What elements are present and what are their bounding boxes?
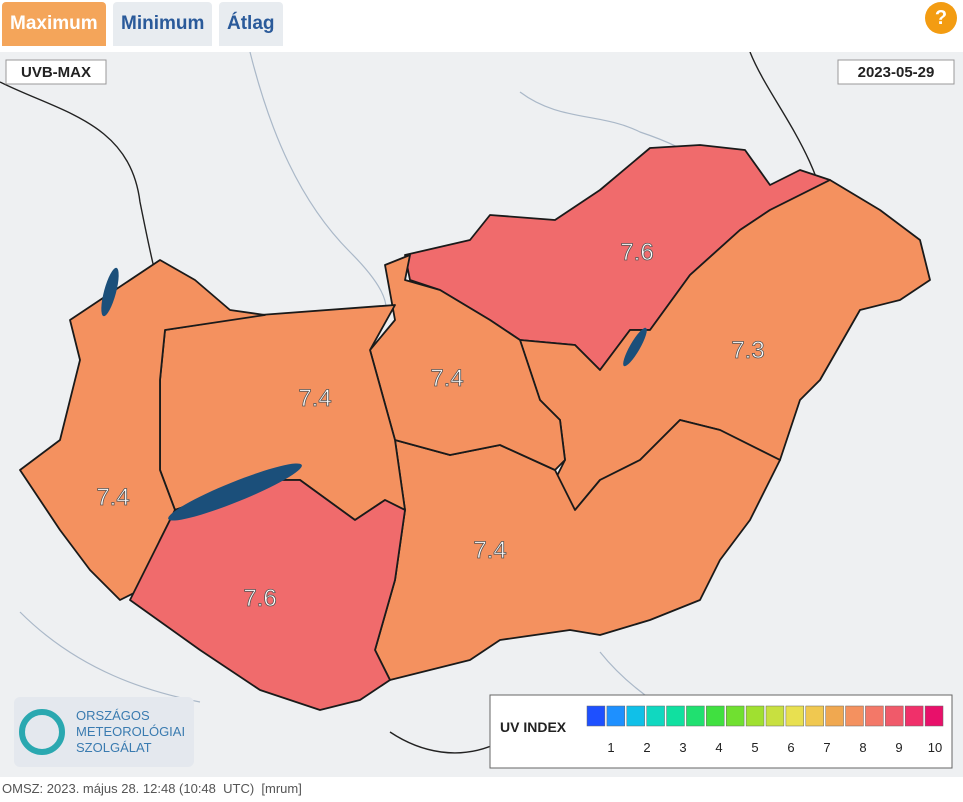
lake <box>168 463 302 521</box>
region-value: 7.4 <box>96 484 129 511</box>
tab[interactable]: Átlag <box>219 2 283 46</box>
legend-swatch <box>706 705 725 727</box>
legend-swatch <box>904 705 924 727</box>
legend-tick: 10 <box>928 740 942 755</box>
tab[interactable]: Minimum <box>113 2 213 46</box>
region-value: 7.6 <box>620 239 653 266</box>
legend-swatch <box>924 705 944 727</box>
tab[interactable]: Maximum <box>2 2 106 46</box>
legend-swatch <box>606 705 626 727</box>
logo-text: ORSZÁGOS <box>76 708 150 723</box>
legend-swatch <box>725 705 745 727</box>
legend-tick: 9 <box>895 740 902 755</box>
legend-swatch <box>805 705 824 727</box>
logo-text: METEOROLÓGIAI <box>76 724 185 739</box>
legend-scale <box>586 705 944 727</box>
legend-title: UV INDEX <box>500 719 567 735</box>
legend-swatch <box>646 705 665 727</box>
legend-tick: 8 <box>859 740 866 755</box>
legend-swatch <box>586 705 606 727</box>
lake <box>101 267 119 317</box>
legend-swatch <box>865 705 884 727</box>
legend-swatch <box>745 705 765 727</box>
logo-text: SZOLGÁLAT <box>76 740 152 755</box>
legend-tick: 4 <box>715 740 722 755</box>
help-button[interactable]: ? <box>925 2 957 34</box>
date-box <box>837 59 955 85</box>
region-value: 7.3 <box>731 337 764 364</box>
legend-swatch <box>686 705 705 727</box>
legend-tick: 7 <box>823 740 830 755</box>
legend-ticks: 1 2 3 4 5 6 7 8 9 10 <box>607 740 942 755</box>
legend-tick: 6 <box>787 740 794 755</box>
legend-swatch <box>885 705 904 727</box>
lake <box>623 327 647 367</box>
region-value: 7.4 <box>430 365 463 392</box>
regions: 7.6 7.3 7.4 7.4 7.4 7.4 7.6 <box>19 144 931 711</box>
region-value: 7.4 <box>298 385 331 412</box>
footer: OMSZ: 2023. május 28. 12:48 (10:48 UTC) … <box>2 781 302 796</box>
legend-tick: 2 <box>643 740 650 755</box>
legend-swatch <box>845 705 864 727</box>
legend-tick: 1 <box>607 740 614 755</box>
region-value: 7.6 <box>243 585 276 612</box>
region <box>129 479 406 711</box>
legend-tick: 5 <box>751 740 758 755</box>
legend-tick: 3 <box>679 740 686 755</box>
legend-swatch <box>765 705 785 727</box>
legend-swatch <box>825 705 844 727</box>
legend-swatch <box>666 705 685 727</box>
legend-swatch <box>785 705 805 727</box>
logo-box <box>14 697 194 767</box>
date-label: 2023-05-29 <box>858 64 935 81</box>
logo-icon <box>19 709 65 755</box>
product-label: UVB-MAX <box>21 64 91 81</box>
map: 7.6 7.3 7.4 7.4 7.4 7.4 7.6 UVB-MAX 2023-05-29… <box>0 52 963 777</box>
region-value: 7.4 <box>473 537 506 564</box>
product-box <box>5 59 107 85</box>
legend-swatch <box>626 705 645 727</box>
